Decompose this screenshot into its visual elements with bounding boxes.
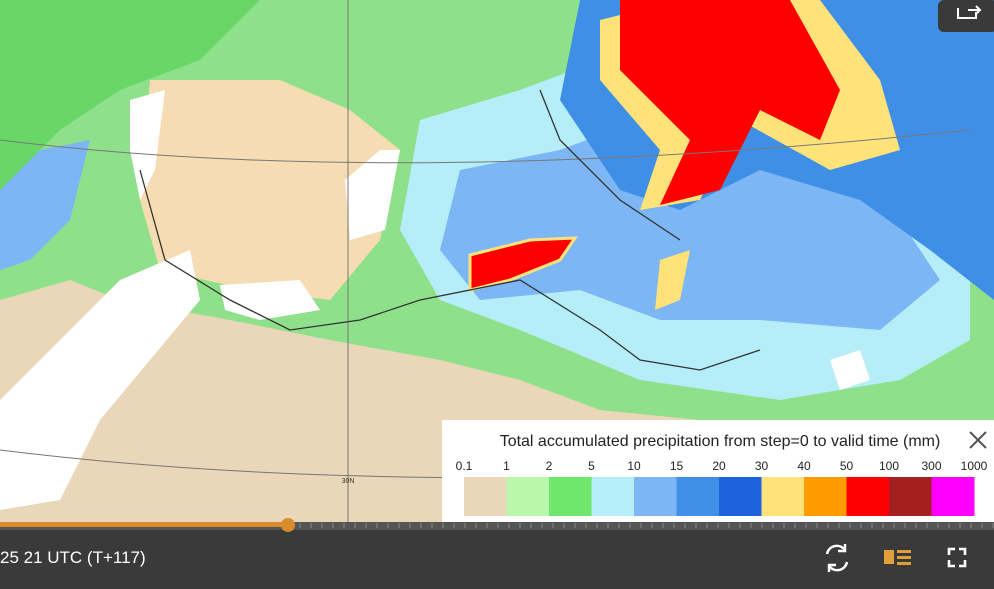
timeline-progress (0, 522, 288, 527)
legend-swatch (719, 477, 762, 516)
legend-title: Total accumulated precipitation from ste… (500, 433, 941, 450)
share-icon[interactable] (957, 5, 982, 19)
timeline-track[interactable] (0, 522, 994, 530)
legend-swatch (761, 477, 805, 516)
legend-swatch (464, 477, 507, 516)
legend-label: 1000 (961, 459, 988, 473)
legend-swatch (889, 477, 932, 516)
legend-label: 300 (921, 459, 941, 473)
captions-button[interactable] (884, 550, 911, 565)
legend-label: 40 (797, 459, 811, 473)
legend-label: 1 (503, 459, 510, 473)
legend-swatch (634, 477, 677, 516)
legend-label: 0.1 (456, 459, 473, 473)
refresh-button[interactable] (825, 544, 849, 572)
legend-swatch (506, 477, 550, 516)
latitude-label: 30N (342, 478, 355, 485)
legend-label: 15 (670, 459, 684, 473)
map: 30N (0, 0, 994, 522)
legend-label: 50 (840, 459, 854, 473)
close-button[interactable] (969, 431, 987, 449)
share-button[interactable] (938, 0, 994, 32)
legend-swatch (804, 477, 847, 516)
legend-swatch (549, 477, 592, 516)
legend-swatch (676, 477, 720, 516)
legend-label: 10 (627, 459, 641, 473)
timeline-knob[interactable] (281, 518, 295, 532)
legend-label: 2 (546, 459, 553, 473)
time-label: 25 21 UTC (T+117) (0, 548, 146, 567)
legend-swatch (846, 477, 890, 516)
legend-label: 30 (755, 459, 769, 473)
legend: Total accumulated precipitation from ste… (442, 420, 994, 522)
fullscreen-button[interactable] (947, 547, 967, 568)
timeline-ticks (299, 523, 994, 528)
legend-label: 100 (879, 459, 899, 473)
legend-swatch (931, 477, 975, 516)
legend-label: 5 (588, 459, 595, 473)
legend-swatch (591, 477, 635, 516)
legend-label: 20 (712, 459, 726, 473)
